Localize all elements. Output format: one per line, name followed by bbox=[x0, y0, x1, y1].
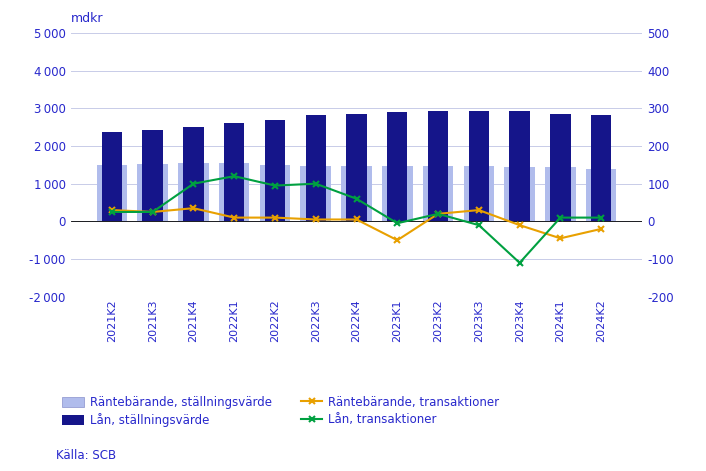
Bar bbox=[504, 168, 535, 221]
Bar bbox=[586, 169, 616, 221]
Bar bbox=[464, 166, 494, 221]
Bar bbox=[341, 166, 372, 221]
Bar bbox=[178, 163, 209, 221]
Bar bbox=[545, 168, 575, 221]
Bar bbox=[184, 127, 203, 221]
Text: Källa: SCB: Källa: SCB bbox=[56, 448, 116, 462]
Bar bbox=[265, 120, 285, 221]
Bar bbox=[306, 115, 326, 221]
Legend: Räntebärande, ställningsvärde, Lån, ställningsvärde, Räntebärande, transaktioner: Räntebärande, ställningsvärde, Lån, stäl… bbox=[62, 396, 499, 427]
Bar bbox=[260, 165, 290, 221]
Bar bbox=[138, 164, 168, 221]
Bar bbox=[143, 130, 163, 221]
Bar bbox=[469, 111, 489, 221]
Bar bbox=[382, 166, 412, 221]
Bar bbox=[347, 114, 366, 221]
Bar bbox=[510, 111, 530, 221]
Bar bbox=[219, 163, 249, 221]
Bar bbox=[423, 166, 453, 221]
Bar bbox=[550, 114, 570, 221]
Text: mdkr: mdkr bbox=[71, 12, 103, 25]
Bar bbox=[428, 111, 448, 221]
Bar bbox=[97, 165, 127, 221]
Bar bbox=[301, 166, 331, 221]
Bar bbox=[224, 122, 244, 221]
Bar bbox=[591, 115, 611, 221]
Bar bbox=[387, 112, 407, 221]
Bar bbox=[102, 132, 122, 221]
